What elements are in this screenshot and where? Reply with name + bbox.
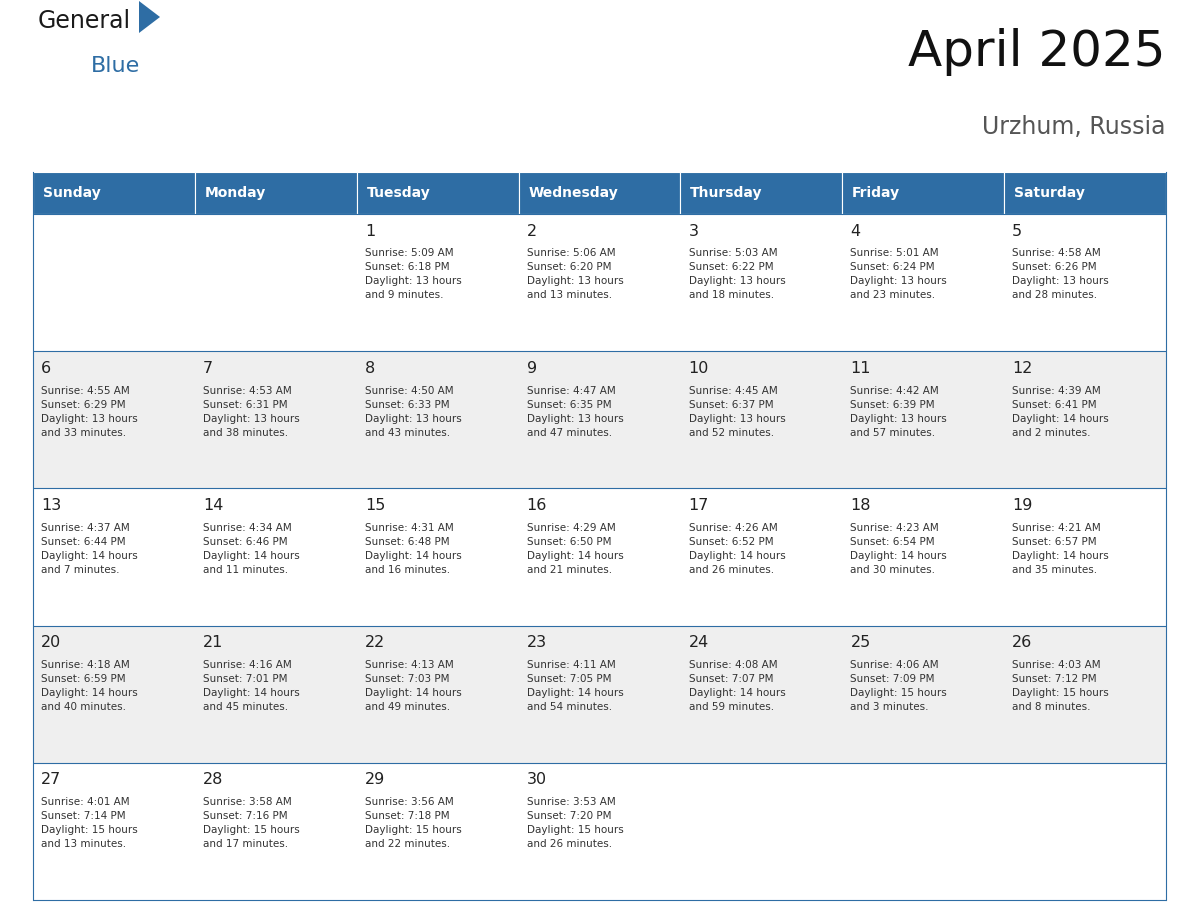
Text: 22: 22 [365, 635, 385, 650]
Text: Tuesday: Tuesday [366, 186, 430, 200]
Text: 12: 12 [1012, 361, 1032, 375]
Text: Sunrise: 5:03 AM
Sunset: 6:22 PM
Daylight: 13 hours
and 18 minutes.: Sunrise: 5:03 AM Sunset: 6:22 PM Dayligh… [689, 248, 785, 300]
Text: 16: 16 [526, 498, 546, 513]
Text: 25: 25 [851, 635, 871, 650]
Bar [681, 172, 842, 214]
Text: Saturday: Saturday [1013, 186, 1085, 200]
Text: Sunrise: 5:09 AM
Sunset: 6:18 PM
Daylight: 13 hours
and 9 minutes.: Sunrise: 5:09 AM Sunset: 6:18 PM Dayligh… [365, 248, 462, 300]
Text: 13: 13 [42, 498, 62, 513]
Text: Sunrise: 5:01 AM
Sunset: 6:24 PM
Daylight: 13 hours
and 23 minutes.: Sunrise: 5:01 AM Sunset: 6:24 PM Dayligh… [851, 248, 947, 300]
Text: Sunrise: 4:45 AM
Sunset: 6:37 PM
Daylight: 13 hours
and 52 minutes.: Sunrise: 4:45 AM Sunset: 6:37 PM Dayligh… [689, 386, 785, 438]
Text: 30: 30 [526, 772, 546, 788]
Bar [33, 625, 1165, 763]
Text: 21: 21 [203, 635, 223, 650]
Text: Friday: Friday [852, 186, 901, 200]
Text: 1: 1 [365, 224, 375, 239]
Text: Sunrise: 4:21 AM
Sunset: 6:57 PM
Daylight: 14 hours
and 35 minutes.: Sunrise: 4:21 AM Sunset: 6:57 PM Dayligh… [1012, 522, 1108, 575]
Text: Sunrise: 4:01 AM
Sunset: 7:14 PM
Daylight: 15 hours
and 13 minutes.: Sunrise: 4:01 AM Sunset: 7:14 PM Dayligh… [42, 797, 138, 849]
Text: Sunrise: 4:31 AM
Sunset: 6:48 PM
Daylight: 14 hours
and 16 minutes.: Sunrise: 4:31 AM Sunset: 6:48 PM Dayligh… [365, 522, 462, 575]
Text: 2: 2 [526, 224, 537, 239]
Text: Sunrise: 4:47 AM
Sunset: 6:35 PM
Daylight: 13 hours
and 47 minutes.: Sunrise: 4:47 AM Sunset: 6:35 PM Dayligh… [526, 386, 624, 438]
Text: Sunrise: 4:34 AM
Sunset: 6:46 PM
Daylight: 14 hours
and 11 minutes.: Sunrise: 4:34 AM Sunset: 6:46 PM Dayligh… [203, 522, 299, 575]
Text: Monday: Monday [204, 186, 266, 200]
Text: 8: 8 [365, 361, 375, 375]
Text: 9: 9 [526, 361, 537, 375]
Text: Sunrise: 4:18 AM
Sunset: 6:59 PM
Daylight: 14 hours
and 40 minutes.: Sunrise: 4:18 AM Sunset: 6:59 PM Dayligh… [42, 660, 138, 711]
Text: Sunrise: 4:06 AM
Sunset: 7:09 PM
Daylight: 15 hours
and 3 minutes.: Sunrise: 4:06 AM Sunset: 7:09 PM Dayligh… [851, 660, 947, 711]
Text: 3: 3 [689, 224, 699, 239]
Bar [33, 352, 1165, 488]
Text: Sunrise: 4:23 AM
Sunset: 6:54 PM
Daylight: 14 hours
and 30 minutes.: Sunrise: 4:23 AM Sunset: 6:54 PM Dayligh… [851, 522, 947, 575]
Text: 29: 29 [365, 772, 385, 788]
Text: 6: 6 [42, 361, 51, 375]
Text: Sunrise: 4:58 AM
Sunset: 6:26 PM
Daylight: 13 hours
and 28 minutes.: Sunrise: 4:58 AM Sunset: 6:26 PM Dayligh… [1012, 248, 1108, 300]
Bar [33, 763, 1165, 900]
Text: Sunrise: 4:03 AM
Sunset: 7:12 PM
Daylight: 15 hours
and 8 minutes.: Sunrise: 4:03 AM Sunset: 7:12 PM Dayligh… [1012, 660, 1108, 711]
Text: Urzhum, Russia: Urzhum, Russia [982, 115, 1165, 139]
Text: 26: 26 [1012, 635, 1032, 650]
Text: 17: 17 [689, 498, 709, 513]
Bar [33, 488, 1165, 625]
Text: April 2025: April 2025 [909, 28, 1165, 76]
Bar [519, 172, 681, 214]
Text: 27: 27 [42, 772, 62, 788]
Text: 28: 28 [203, 772, 223, 788]
Bar [842, 172, 1004, 214]
Bar [356, 172, 519, 214]
Text: Sunrise: 4:37 AM
Sunset: 6:44 PM
Daylight: 14 hours
and 7 minutes.: Sunrise: 4:37 AM Sunset: 6:44 PM Dayligh… [42, 522, 138, 575]
Text: 10: 10 [689, 361, 709, 375]
Text: 11: 11 [851, 361, 871, 375]
Text: Sunrise: 4:39 AM
Sunset: 6:41 PM
Daylight: 14 hours
and 2 minutes.: Sunrise: 4:39 AM Sunset: 6:41 PM Dayligh… [1012, 386, 1108, 438]
Text: Sunrise: 4:08 AM
Sunset: 7:07 PM
Daylight: 14 hours
and 59 minutes.: Sunrise: 4:08 AM Sunset: 7:07 PM Dayligh… [689, 660, 785, 711]
Bar [33, 214, 1165, 352]
Text: Sunrise: 4:11 AM
Sunset: 7:05 PM
Daylight: 14 hours
and 54 minutes.: Sunrise: 4:11 AM Sunset: 7:05 PM Dayligh… [526, 660, 624, 711]
Polygon shape [139, 1, 160, 33]
Text: Sunrise: 4:53 AM
Sunset: 6:31 PM
Daylight: 13 hours
and 38 minutes.: Sunrise: 4:53 AM Sunset: 6:31 PM Dayligh… [203, 386, 299, 438]
Text: Thursday: Thursday [690, 186, 763, 200]
Text: 18: 18 [851, 498, 871, 513]
Text: 19: 19 [1012, 498, 1032, 513]
Bar [195, 172, 356, 214]
Text: 20: 20 [42, 635, 62, 650]
Text: 24: 24 [689, 635, 709, 650]
Text: Sunrise: 4:16 AM
Sunset: 7:01 PM
Daylight: 14 hours
and 45 minutes.: Sunrise: 4:16 AM Sunset: 7:01 PM Dayligh… [203, 660, 299, 711]
Text: Sunrise: 4:55 AM
Sunset: 6:29 PM
Daylight: 13 hours
and 33 minutes.: Sunrise: 4:55 AM Sunset: 6:29 PM Dayligh… [42, 386, 138, 438]
Text: Sunrise: 4:13 AM
Sunset: 7:03 PM
Daylight: 14 hours
and 49 minutes.: Sunrise: 4:13 AM Sunset: 7:03 PM Dayligh… [365, 660, 462, 711]
Text: 23: 23 [526, 635, 546, 650]
Text: Sunrise: 4:26 AM
Sunset: 6:52 PM
Daylight: 14 hours
and 26 minutes.: Sunrise: 4:26 AM Sunset: 6:52 PM Dayligh… [689, 522, 785, 575]
Text: 15: 15 [365, 498, 385, 513]
Bar [1004, 172, 1165, 214]
Text: Sunrise: 5:06 AM
Sunset: 6:20 PM
Daylight: 13 hours
and 13 minutes.: Sunrise: 5:06 AM Sunset: 6:20 PM Dayligh… [526, 248, 624, 300]
Text: 5: 5 [1012, 224, 1023, 239]
Text: General: General [38, 9, 131, 33]
Bar [33, 172, 195, 214]
Text: Sunrise: 3:53 AM
Sunset: 7:20 PM
Daylight: 15 hours
and 26 minutes.: Sunrise: 3:53 AM Sunset: 7:20 PM Dayligh… [526, 797, 624, 849]
Text: Sunrise: 4:29 AM
Sunset: 6:50 PM
Daylight: 14 hours
and 21 minutes.: Sunrise: 4:29 AM Sunset: 6:50 PM Dayligh… [526, 522, 624, 575]
Text: Sunrise: 3:58 AM
Sunset: 7:16 PM
Daylight: 15 hours
and 17 minutes.: Sunrise: 3:58 AM Sunset: 7:16 PM Dayligh… [203, 797, 299, 849]
Text: Sunrise: 3:56 AM
Sunset: 7:18 PM
Daylight: 15 hours
and 22 minutes.: Sunrise: 3:56 AM Sunset: 7:18 PM Dayligh… [365, 797, 462, 849]
Text: Wednesday: Wednesday [529, 186, 618, 200]
Text: 7: 7 [203, 361, 213, 375]
Text: 14: 14 [203, 498, 223, 513]
Text: Blue: Blue [91, 56, 140, 76]
Text: Sunrise: 4:42 AM
Sunset: 6:39 PM
Daylight: 13 hours
and 57 minutes.: Sunrise: 4:42 AM Sunset: 6:39 PM Dayligh… [851, 386, 947, 438]
Text: 4: 4 [851, 224, 860, 239]
Text: Sunrise: 4:50 AM
Sunset: 6:33 PM
Daylight: 13 hours
and 43 minutes.: Sunrise: 4:50 AM Sunset: 6:33 PM Dayligh… [365, 386, 462, 438]
Text: Sunday: Sunday [43, 186, 101, 200]
